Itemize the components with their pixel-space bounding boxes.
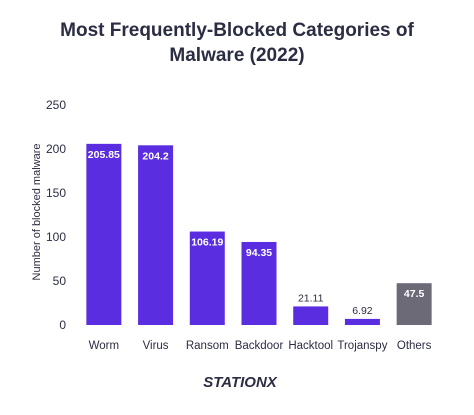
- data-label-hacktool: 21.11: [298, 292, 324, 304]
- data-label-virus: 204.2: [142, 150, 168, 162]
- stationx-logo: STATIONX: [203, 374, 278, 391]
- chart-title-line-1: Most Frequently-Blocked Categories of: [60, 20, 414, 41]
- stationx-logo-text: STATIONX: [203, 374, 278, 391]
- data-label-backdoor: 94.35: [246, 247, 272, 259]
- chart-title-line-2: Malware (2022): [169, 45, 305, 66]
- bar-trojanspy: [344, 318, 380, 325]
- x-tick-label: Backdoor: [235, 340, 284, 352]
- bar-hacktool: [293, 306, 329, 325]
- x-tick-label: Worm: [89, 340, 119, 352]
- y-tick-label: 250: [46, 98, 66, 112]
- x-tick-label: Ransom: [186, 340, 229, 352]
- data-label-trojanspy: 6.92: [352, 305, 373, 317]
- bar-virus: [138, 145, 174, 325]
- y-tick-label: 100: [46, 230, 66, 244]
- bar-worm: [86, 143, 122, 325]
- bar-backdoor: [241, 241, 277, 325]
- y-axis-ticks: 0 50 100 150 200 250: [46, 98, 66, 332]
- x-tick-label: Trojanspy: [337, 340, 387, 352]
- bar-others: [396, 283, 432, 325]
- y-axis-label: Number of blocked malware: [31, 144, 43, 281]
- x-tick-label: Others: [397, 340, 432, 352]
- x-axis-ticks: Worm Virus Ransom Backdoor Hacktool Trojanspy…: [89, 340, 432, 352]
- data-label-others: 47.5: [404, 288, 425, 300]
- data-label-ransom: 106.19: [191, 237, 223, 249]
- bar-ransom: [189, 231, 225, 325]
- y-tick-label: 200: [46, 142, 66, 156]
- x-tick-label: Hacktool: [288, 340, 333, 352]
- y-tick-label: 0: [59, 318, 66, 332]
- y-tick-label: 50: [53, 274, 67, 288]
- bars: 205.85 204.2 106.19 94.35 21.11 6.92 47.5: [86, 143, 432, 325]
- chart-title: Most Frequently-Blocked Categories of Ma…: [0, 18, 474, 68]
- y-tick-label: 150: [46, 186, 66, 200]
- x-tick-label: Virus: [143, 340, 169, 352]
- data-label-worm: 205.85: [88, 149, 120, 161]
